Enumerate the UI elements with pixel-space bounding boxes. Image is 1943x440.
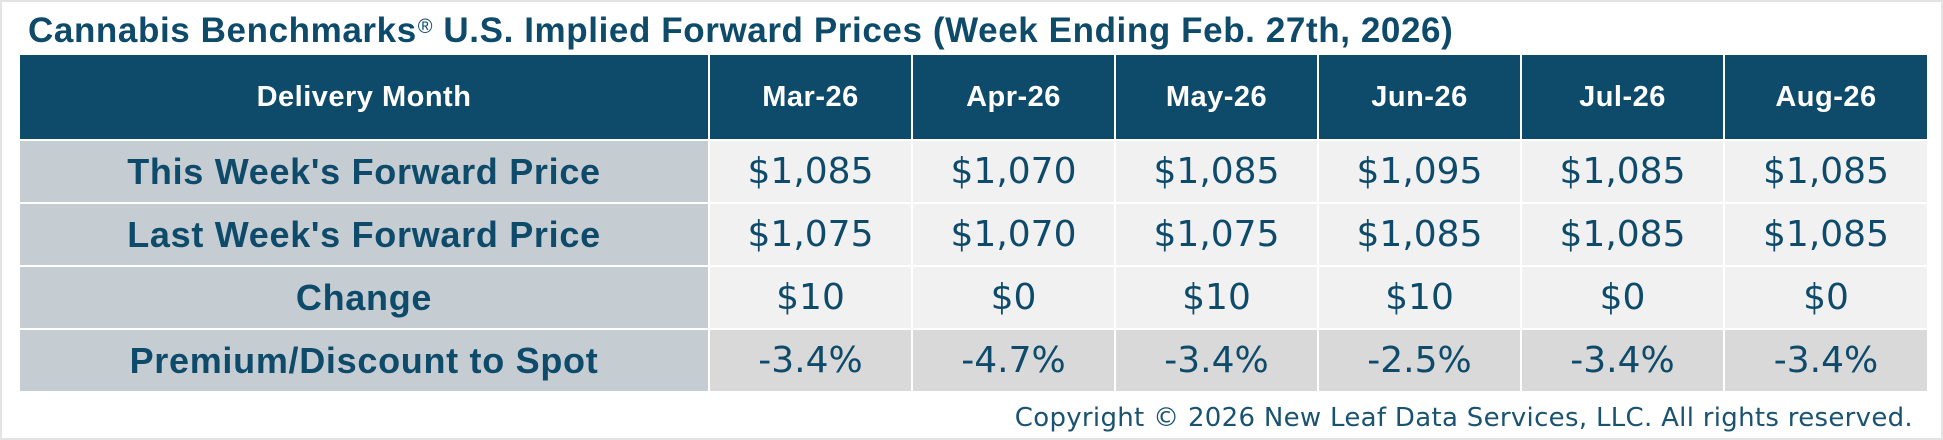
forward-prices-table: Delivery Month Mar-26 Apr-26 May-26 Jun-… <box>20 55 1927 391</box>
title-brand: Cannabis Benchmarks <box>28 11 417 50</box>
price-cell: $1,085 <box>1520 139 1725 204</box>
price-cell: $1,085 <box>1723 139 1927 204</box>
price-cell: $1,085 <box>1114 139 1319 204</box>
percent-cell: -3.4% <box>1520 328 1725 391</box>
price-cell: $1,085 <box>1520 202 1725 267</box>
price-cell: $1,085 <box>708 139 913 204</box>
table-row-premium-discount: Premium/Discount to Spot -3.4% -4.7% -3.… <box>20 328 1927 391</box>
row-label: Last Week's Forward Price <box>20 202 710 267</box>
header-month: Jul-26 <box>1520 55 1725 141</box>
header-month: May-26 <box>1114 55 1319 141</box>
table-row-this-week: This Week's Forward Price $1,085 $1,070 … <box>20 139 1927 204</box>
change-cell: $10 <box>708 265 913 330</box>
percent-cell: -2.5% <box>1317 328 1522 391</box>
table-header-row: Delivery Month Mar-26 Apr-26 May-26 Jun-… <box>20 55 1927 141</box>
page-title: Cannabis Benchmarks® U.S. Implied Forwar… <box>28 8 1453 54</box>
price-cell: $1,085 <box>1723 202 1927 267</box>
header-month: Apr-26 <box>911 55 1116 141</box>
title-rest: U.S. Implied Forward Prices (Week Ending… <box>433 11 1454 50</box>
table-row-change: Change $10 $0 $10 $10 $0 $0 <box>20 265 1927 330</box>
change-cell: $10 <box>1114 265 1319 330</box>
table-row-last-week: Last Week's Forward Price $1,075 $1,070 … <box>20 202 1927 267</box>
percent-cell: -3.4% <box>1723 328 1927 391</box>
price-cell: $1,070 <box>911 139 1116 204</box>
price-cell: $1,070 <box>911 202 1116 267</box>
price-cell: $1,075 <box>1114 202 1319 267</box>
header-month: Jun-26 <box>1317 55 1522 141</box>
price-cell: $1,095 <box>1317 139 1522 204</box>
row-label: Change <box>20 265 710 330</box>
price-cell: $1,075 <box>708 202 913 267</box>
header-delivery-month: Delivery Month <box>20 55 710 141</box>
change-cell: $0 <box>1723 265 1927 330</box>
percent-cell: -3.4% <box>708 328 913 391</box>
percent-cell: -3.4% <box>1114 328 1319 391</box>
row-label: This Week's Forward Price <box>20 139 710 204</box>
change-cell: $0 <box>911 265 1116 330</box>
copyright-notice: Copyright © 2026 New Leaf Data Services,… <box>1014 403 1913 433</box>
percent-cell: -4.7% <box>911 328 1116 391</box>
change-cell: $0 <box>1520 265 1725 330</box>
row-label: Premium/Discount to Spot <box>20 328 710 391</box>
change-cell: $10 <box>1317 265 1522 330</box>
header-month: Aug-26 <box>1723 55 1927 141</box>
price-cell: $1,085 <box>1317 202 1522 267</box>
header-month: Mar-26 <box>708 55 913 141</box>
registered-trademark-icon: ® <box>417 16 434 38</box>
